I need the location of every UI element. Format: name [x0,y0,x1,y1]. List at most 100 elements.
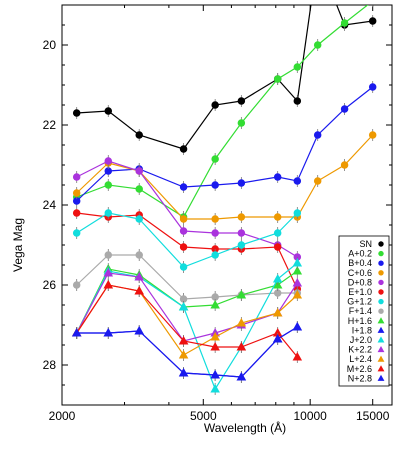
data-point [292,290,303,299]
data-point [313,131,322,139]
data-point [211,101,219,109]
data-point [210,384,220,393]
legend-entry-marker [378,241,384,247]
series-line [76,212,298,268]
data-point [210,300,220,309]
legend-entry-label: M+2.6 [347,364,372,374]
y-axis-label: Vega Mag [11,218,25,272]
legend-entry-label: L+2.4 [349,354,372,364]
data-point [313,177,322,185]
data-point [292,258,303,267]
data-point [210,332,220,341]
data-point [134,326,144,335]
x-tick-label: 5000 [190,409,217,423]
y-tick-label: 28 [43,358,57,372]
legend: SNA+0.2B+0.4C+0.6D+0.8E+1.0G+1.2F+1.4H+1… [338,235,390,387]
series-f-1-4 [72,249,302,305]
data-point [178,302,189,311]
data-point [292,352,303,361]
series-d-0-8 [72,155,302,263]
legend-entry-marker [378,260,384,266]
data-point [103,280,114,289]
legend-entry-marker [378,270,384,276]
legend-entry-marker [378,308,384,314]
data-point [134,286,144,295]
x-tick-label: 2000 [49,409,76,423]
series-layer [71,0,377,395]
data-point [368,131,377,139]
data-point [135,215,143,223]
data-point [210,342,220,351]
data-point [293,63,302,71]
data-point [72,189,81,197]
data-point [103,268,114,277]
data-point [237,97,246,105]
series-a-0-2 [72,0,377,223]
data-point [340,19,349,27]
data-point [236,372,247,381]
data-point [179,215,188,223]
series-line [76,160,298,258]
legend-entry-marker [378,279,384,286]
data-point [272,334,283,343]
data-point [272,274,283,283]
series-g-1-2 [72,207,302,273]
data-point [103,328,114,337]
data-point [340,105,349,113]
series-line [76,262,298,391]
legend-entry-label: E+1.0 [348,287,372,297]
legend-entry-marker [377,374,385,381]
data-point [72,281,81,289]
data-point [179,145,188,153]
legend-entry-label: N+2.8 [348,373,372,383]
data-point [211,181,219,189]
data-point [178,368,189,377]
data-point [179,263,188,271]
legend-entry-label: H+1.6 [348,316,372,326]
y-tick-label: 22 [43,118,57,132]
data-point [236,342,247,351]
data-point [135,185,143,193]
data-point [71,328,82,337]
legend-entry-marker [377,346,385,353]
data-point [179,183,188,191]
data-point [104,157,113,165]
data-point [72,229,81,237]
data-point [237,241,246,249]
legend-entry-marker [378,250,384,257]
data-point [211,293,219,301]
data-point [369,0,377,5]
series-line [76,254,298,300]
data-point [211,251,219,259]
data-point [340,161,349,169]
data-point [72,197,81,205]
legend-entry-label: D+0.8 [348,277,372,287]
series-n-2-8 [71,321,303,383]
data-point [272,308,283,317]
data-point [273,229,282,237]
x-tick-label: 10000 [293,409,327,423]
data-point [135,131,143,139]
series-line [76,5,373,150]
data-point [237,119,246,127]
data-point [273,213,282,221]
data-point [236,318,247,327]
data-point [134,272,144,281]
data-point [178,336,189,345]
data-point [178,350,189,359]
legend-entry-marker [377,355,385,362]
legend-entry-marker [377,365,385,372]
data-point [292,278,303,287]
data-point [368,83,377,91]
legend-entry-label: B+0.4 [348,258,372,268]
series-line [76,326,298,378]
legend-entry-label: J+2.0 [350,335,372,345]
data-point [272,328,283,337]
data-point [210,370,220,379]
legend-entry-label: K+2.2 [348,345,372,355]
legend-entry-marker [377,317,385,324]
series-b-0-4 [72,81,377,207]
series-line [76,284,298,358]
data-point [237,179,246,187]
data-point [211,215,219,223]
